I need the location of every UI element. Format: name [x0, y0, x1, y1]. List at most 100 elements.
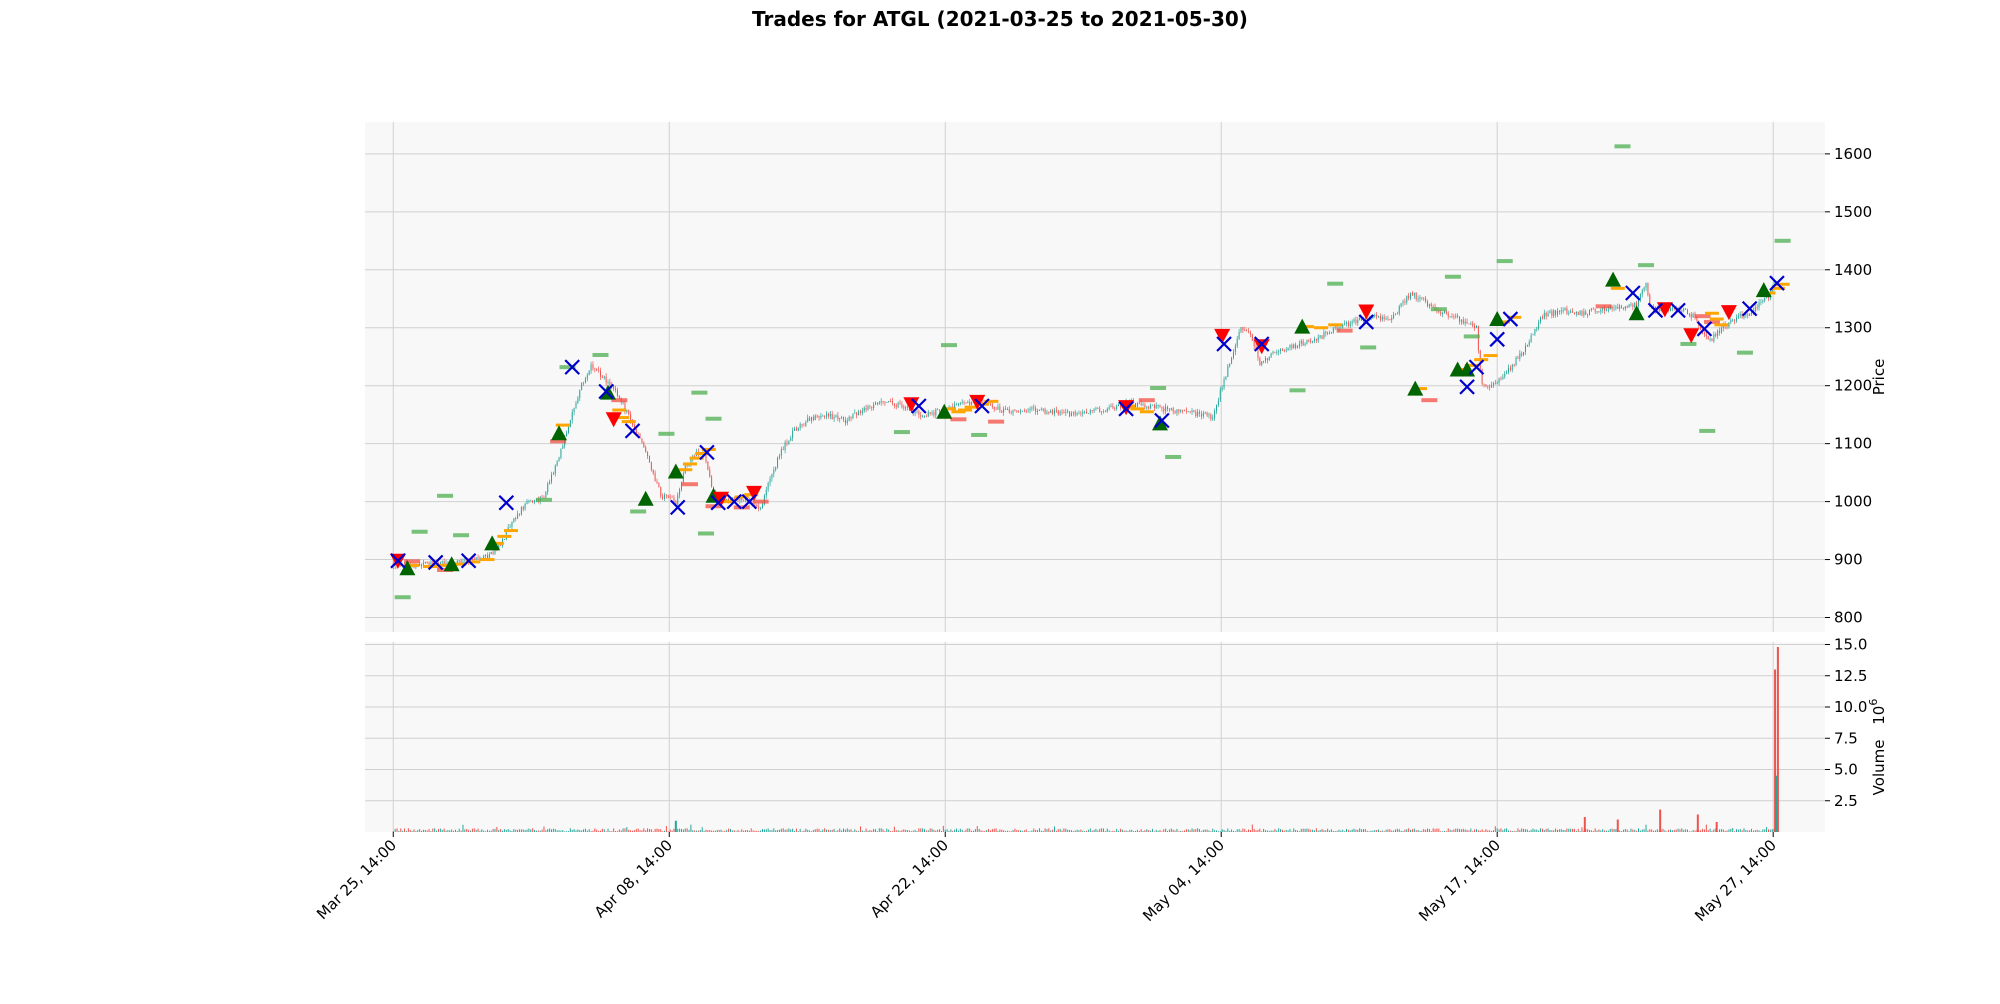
- candle-body: [1159, 404, 1161, 408]
- exit-marker: [1459, 379, 1475, 395]
- candle-body: [1165, 406, 1167, 412]
- volume-bar: [1366, 830, 1368, 832]
- volume-bar: [486, 829, 488, 832]
- volume-bar: [810, 831, 812, 832]
- volume-bar: [1447, 828, 1449, 832]
- candle-body: [1504, 373, 1506, 377]
- candle-body: [916, 411, 918, 413]
- volume-bar: [571, 829, 573, 832]
- take-profit-level: [1150, 386, 1167, 391]
- volume-bar: [1685, 829, 1687, 832]
- candle-body: [935, 409, 937, 416]
- volume-bar: [692, 830, 694, 832]
- candle-body: [488, 554, 490, 559]
- volume-bar: [974, 829, 976, 832]
- candle-body: [1274, 351, 1276, 353]
- candle-body: [829, 413, 831, 417]
- volume-bar: [1135, 830, 1137, 832]
- volume-bar: [545, 830, 547, 832]
- volume-bar: [1118, 830, 1120, 832]
- volume-bar: [613, 828, 615, 832]
- volume-bar: [1385, 829, 1387, 832]
- candle-body: [1057, 410, 1059, 415]
- volume-bar: [1291, 831, 1293, 832]
- volume-bar: [1338, 829, 1340, 832]
- candle-body: [1170, 408, 1172, 410]
- volume-tick-label: 12.5: [1834, 667, 1867, 685]
- candle-body: [778, 455, 780, 458]
- candle-body: [1306, 339, 1308, 344]
- volume-bar: [477, 828, 479, 832]
- volume-bar: [1694, 830, 1696, 832]
- volume-bar: [1336, 830, 1338, 832]
- volume-bar: [799, 828, 801, 832]
- volume-bar: [1666, 831, 1668, 832]
- volume-bar: [1540, 828, 1542, 832]
- volume-bar: [1457, 828, 1459, 832]
- volume-bar: [1208, 830, 1210, 832]
- entry-level: [1328, 323, 1343, 327]
- volume-bar: [1046, 829, 1048, 832]
- volume-bar: [622, 828, 624, 832]
- volume-tick-label: 10.0: [1834, 698, 1867, 716]
- candle-body: [1336, 326, 1338, 330]
- volume-bar: [1295, 829, 1297, 832]
- candle-body: [709, 469, 711, 477]
- candle-body: [1566, 308, 1568, 314]
- candle-body: [899, 402, 901, 405]
- take-profit-level: [705, 416, 722, 421]
- candle-body: [485, 555, 487, 556]
- volume-bar: [1312, 829, 1314, 832]
- candle-body: [1540, 317, 1542, 323]
- stop-loss-level: [1694, 314, 1711, 319]
- candle-body: [443, 561, 445, 565]
- candle-body: [1138, 403, 1140, 405]
- volume-bar: [920, 828, 922, 832]
- exit-marker: [564, 359, 581, 375]
- price-tick-label: 1500: [1834, 203, 1872, 221]
- candle-body: [839, 417, 841, 420]
- candle-body: [1312, 341, 1314, 343]
- volume-bar: [1080, 829, 1082, 832]
- volume-bar: [1504, 828, 1506, 832]
- volume-spike-bar: [1715, 822, 1718, 832]
- candle-body: [475, 557, 477, 561]
- candle-body: [1285, 349, 1287, 351]
- volume-bar: [1261, 831, 1263, 832]
- volume-bar: [1187, 829, 1189, 832]
- candle-body: [673, 497, 675, 502]
- candle-body: [769, 478, 771, 483]
- candle-body: [1685, 308, 1687, 310]
- volume-bar: [524, 830, 526, 832]
- exit-marker: [726, 493, 743, 510]
- volume-bar: [1517, 828, 1519, 832]
- volume-bar: [720, 829, 722, 832]
- volume-bar: [1600, 830, 1602, 832]
- volume-bar: [767, 828, 769, 832]
- volume-bar: [1703, 829, 1705, 832]
- volume-bar: [458, 828, 460, 832]
- volume-bar: [547, 829, 549, 832]
- candle-body: [1287, 347, 1289, 350]
- candle-body: [1163, 408, 1165, 412]
- candle-body: [818, 415, 820, 418]
- candle-body: [1711, 338, 1713, 342]
- volume-bar: [1581, 827, 1583, 832]
- candle-body: [1703, 332, 1705, 335]
- volume-bar: [1722, 829, 1724, 832]
- volume-bar: [645, 830, 647, 832]
- exit-marker: [390, 552, 406, 569]
- volume-bar: [735, 831, 737, 832]
- candle-body: [517, 513, 519, 519]
- volume-bar: [737, 830, 739, 832]
- volume-bar: [618, 829, 620, 832]
- candle-body: [1270, 353, 1272, 357]
- volume-bar: [782, 828, 784, 832]
- volume-bar: [1193, 829, 1195, 832]
- exit-marker: [1741, 300, 1758, 317]
- volume-bar: [1611, 828, 1613, 832]
- volume-bar: [1734, 831, 1736, 832]
- candle-body: [507, 527, 509, 531]
- price-tick-label: 900: [1834, 551, 1863, 569]
- candle-body: [1146, 406, 1148, 408]
